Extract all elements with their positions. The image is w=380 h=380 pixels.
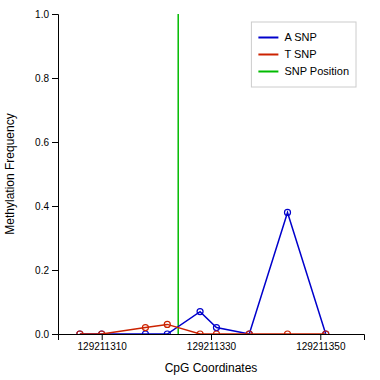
- point: [164, 321, 170, 327]
- y-tick-mark: [52, 206, 58, 207]
- point: [77, 331, 83, 334]
- y-tick-label: 0.4: [35, 201, 49, 212]
- legend-item: SNP Position: [258, 65, 349, 77]
- legend-label: A SNP: [284, 31, 316, 43]
- x-axis: 129211310 129211330 129211350: [59, 334, 365, 352]
- y-tick: 1.0: [35, 9, 58, 20]
- y-tick: 0.8: [35, 73, 58, 84]
- y-tick-label: 0.6: [35, 137, 49, 148]
- y-tick-label: 1.0: [35, 9, 49, 20]
- legend-item: A SNP: [258, 31, 316, 43]
- y-axis: 0.0 0.2 0.4 0.6 0.8 1.0: [35, 9, 58, 340]
- y-tick: 0.0: [35, 329, 58, 340]
- y-tick-label: 0.2: [35, 265, 49, 276]
- x-tick: 129211310: [78, 334, 128, 352]
- y-tick: 0.4: [35, 201, 58, 212]
- series-line: [80, 212, 326, 334]
- y-tick-mark: [52, 334, 58, 335]
- legend-swatch: [258, 54, 278, 56]
- legend-label: SNP Position: [284, 65, 349, 77]
- legend-label: T SNP: [284, 48, 316, 60]
- x-tick-mark: [320, 334, 321, 340]
- point: [285, 209, 291, 215]
- vertical-line: [177, 14, 179, 334]
- point: [197, 309, 203, 315]
- y-tick: 0.2: [35, 265, 58, 276]
- y-tick-label: 0.8: [35, 73, 49, 84]
- point: [323, 331, 329, 334]
- point: [285, 331, 291, 334]
- point: [142, 331, 148, 334]
- x-axis-title: CpG Coordinates: [165, 361, 258, 375]
- legend: A SNP T SNP SNP Position: [251, 22, 356, 87]
- plot-area: 1292113101292113301292113500.00.20.40.60…: [35, 9, 364, 352]
- y-axis-line: [52, 15, 59, 335]
- chart: 1292113101292113301292113500.00.20.40.60…: [0, 0, 380, 380]
- legend-item: T SNP: [258, 48, 316, 60]
- point: [142, 325, 148, 331]
- x-tick-label: 129211330: [187, 341, 237, 352]
- x-tick-mark: [102, 334, 103, 340]
- x-tick-label: 129211310: [78, 341, 128, 352]
- legend-swatch: [258, 71, 278, 73]
- y-tick-mark: [52, 78, 58, 79]
- point: [213, 331, 219, 334]
- y-tick-mark: [52, 14, 58, 15]
- x-axis-line: [59, 335, 365, 341]
- y-tick-mark: [52, 270, 58, 271]
- x-tick-label: 129211350: [296, 341, 346, 352]
- point: [246, 331, 252, 334]
- legend-frame: [251, 22, 356, 87]
- x-tick: 129211350: [296, 334, 346, 352]
- point: [213, 325, 219, 331]
- point: [99, 331, 105, 334]
- x-tick-mark: [211, 334, 212, 340]
- legend-swatch: [258, 37, 278, 39]
- point: [164, 331, 170, 334]
- y-tick: 0.6: [35, 137, 58, 148]
- x-tick: 129211330: [187, 334, 237, 352]
- y-axis-title: Methylation Frequency: [3, 113, 17, 234]
- point: [197, 331, 203, 334]
- y-tick-label: 0.0: [35, 329, 49, 340]
- y-tick-mark: [52, 142, 58, 143]
